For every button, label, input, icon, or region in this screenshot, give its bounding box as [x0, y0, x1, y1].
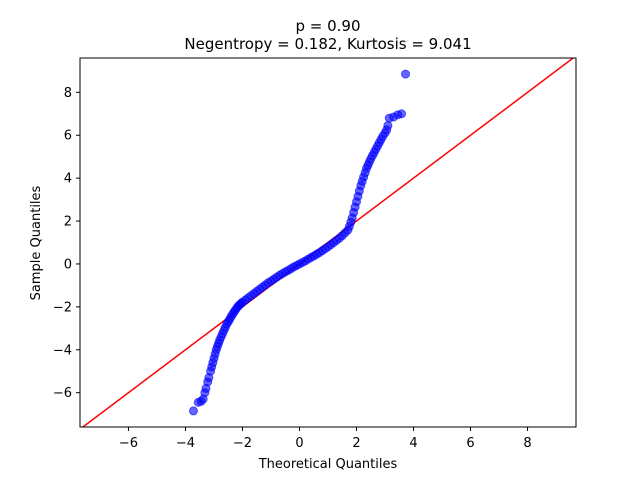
y-tick-label: −2: [53, 300, 72, 315]
y-tick-label: −6: [53, 386, 72, 401]
y-tick-label: 4: [64, 172, 72, 187]
y-tick-label: 0: [64, 257, 72, 272]
y-axis-label: Sample Quantiles: [29, 185, 44, 300]
x-tick-label: 0: [295, 436, 303, 451]
x-tick-label: 4: [409, 436, 417, 451]
chart-title-line-1: p = 0.90: [295, 17, 360, 35]
data-point: [383, 121, 393, 131]
data-point: [188, 406, 198, 416]
y-tick-label: 8: [64, 86, 72, 101]
chart-title-line-2: Negentropy = 0.182, Kurtosis = 9.041: [184, 35, 471, 53]
x-tick-label: −4: [176, 436, 195, 451]
x-tick-label: −2: [233, 436, 252, 451]
y-tick-label: −4: [53, 343, 72, 358]
x-axis-label: Theoretical Quantiles: [258, 457, 398, 472]
plot-frame: [79, 57, 577, 428]
data-point: [397, 109, 407, 119]
x-tick-label: 2: [352, 436, 360, 451]
x-tick-label: −6: [119, 436, 138, 451]
x-tick-label: 8: [523, 436, 531, 451]
y-tick-label: 6: [64, 129, 72, 144]
x-tick-label: 6: [466, 436, 474, 451]
data-point: [401, 69, 411, 79]
y-tick-label: 2: [64, 215, 72, 230]
